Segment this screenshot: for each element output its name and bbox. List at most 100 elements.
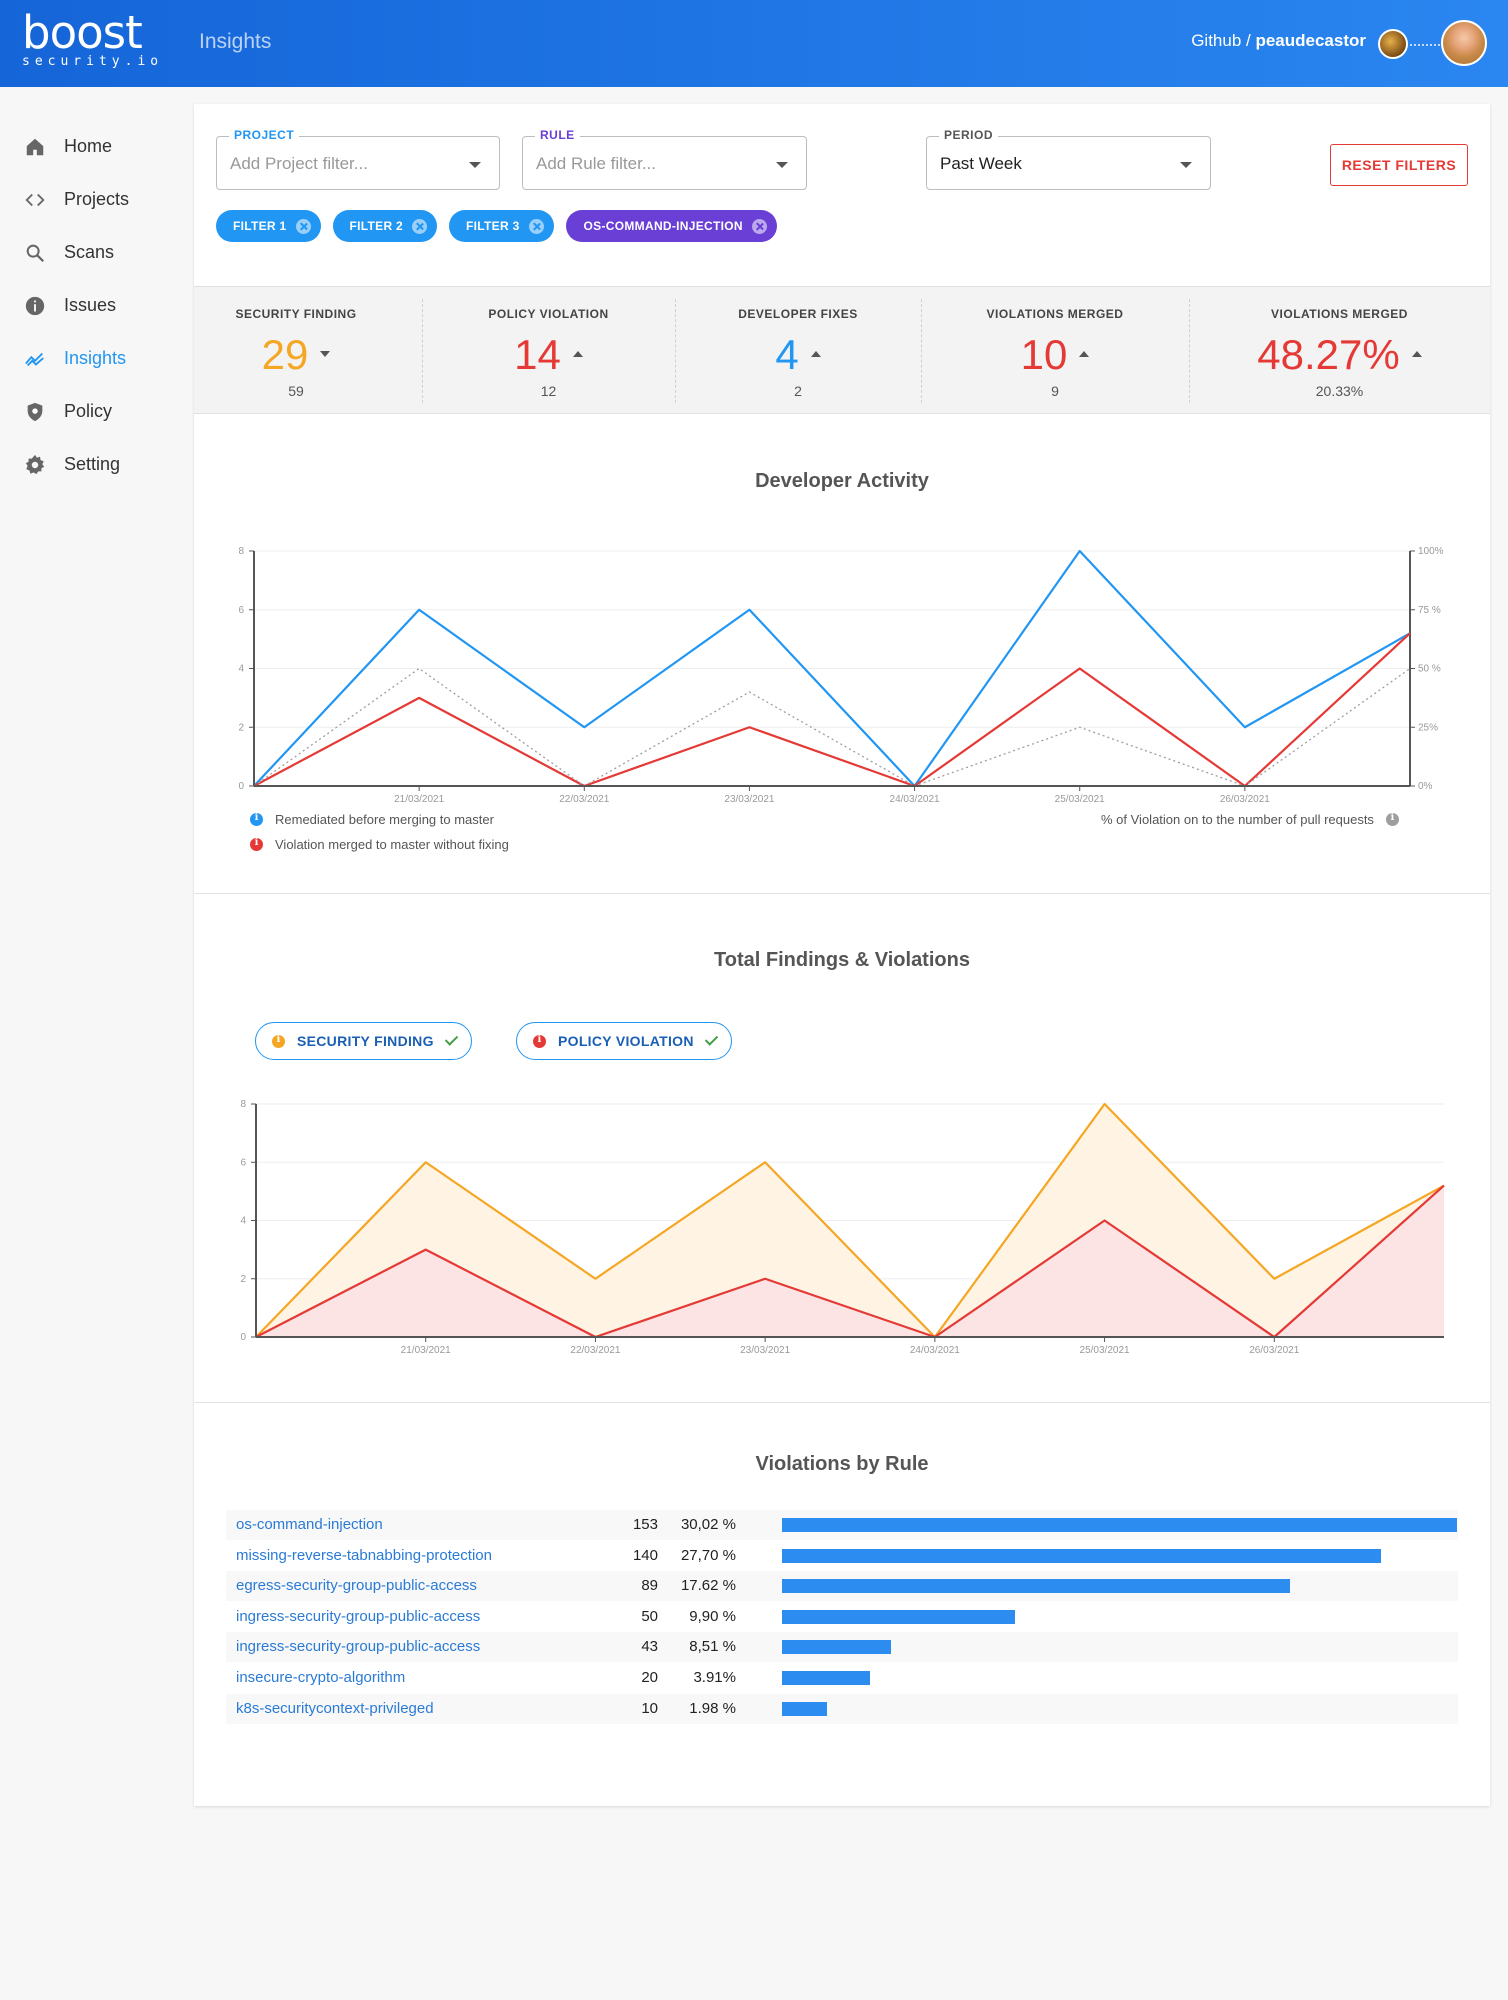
legend-label: Violation merged to master without fixin…	[275, 837, 509, 852]
rule-count: 50	[641, 1607, 658, 1625]
check-icon	[444, 1032, 458, 1046]
x-tick-label: 25/03/2021	[1080, 1345, 1130, 1356]
chevron-down-icon	[776, 162, 788, 168]
stat-label: VIOLATIONS MERGED	[986, 307, 1124, 321]
rule-bar	[782, 1640, 891, 1655]
stat-value: 10	[1020, 331, 1068, 378]
sidebar-item-label: Home	[64, 136, 113, 156]
stat-value-wrap: 4	[675, 331, 921, 379]
series-line	[255, 1102, 1445, 1339]
account-user: peaudecastor	[1255, 31, 1366, 50]
project-filter[interactable]: PROJECT Add Project filter...	[216, 128, 500, 190]
search-icon	[24, 242, 46, 264]
violations-by-rule-title: Violations by Rule	[755, 1453, 929, 1475]
info-icon[interactable]	[1385, 812, 1399, 826]
rule-count: 140	[632, 1546, 658, 1564]
toggle-policy-violation[interactable]: POLICY VIOLATION	[516, 1022, 732, 1060]
sidebar-item-projects[interactable]: Projects	[0, 173, 180, 226]
sidebar-item-home[interactable]: Home	[0, 120, 180, 173]
info-icon	[533, 1034, 546, 1048]
stat-value-wrap: 14	[422, 331, 675, 379]
sidebar-item-scans[interactable]: Scans	[0, 226, 180, 279]
reset-filters-button[interactable]: RESET FILTERS	[1330, 144, 1468, 186]
account-switcher[interactable]: Github / peaudecastor	[1191, 31, 1366, 51]
filter-chip-rule[interactable]: OS-COMMAND-INJECTION	[565, 210, 777, 242]
x-tick-label: 24/03/2021	[890, 794, 940, 805]
trend-up-icon	[1411, 350, 1422, 357]
close-icon[interactable]	[295, 218, 311, 234]
filter-chip-label: FILTER 3	[466, 219, 520, 233]
y-tick-label: 0	[240, 1332, 246, 1343]
rule-link[interactable]: missing-reverse-tabnabbing-protection	[236, 1546, 492, 1564]
y2-tick-label: 100%	[1418, 546, 1444, 557]
close-icon[interactable]	[412, 218, 428, 234]
series-line	[255, 1184, 1445, 1339]
x-tick-label: 22/03/2021	[570, 1345, 620, 1356]
legend-violation: Violation merged to master without fixin…	[250, 837, 509, 852]
stat-divider	[675, 299, 676, 403]
org-avatar[interactable]	[1378, 29, 1408, 59]
legend-label: Remediated before merging to master	[275, 812, 494, 827]
filter-chip-label: FILTER 2	[349, 219, 404, 233]
x-tick-label: 26/03/2021	[1220, 794, 1270, 805]
x-tick-label: 26/03/2021	[1249, 1345, 1299, 1356]
rule-link[interactable]: k8s-securitycontext-privileged	[236, 1699, 434, 1717]
table-row: egress-security-group-public-access 89 17.…	[226, 1571, 1458, 1602]
series-area	[256, 1185, 1444, 1337]
stat-value: 4	[775, 331, 799, 378]
check-icon	[704, 1032, 718, 1046]
rule-link[interactable]: egress-security-group-public-access	[236, 1577, 477, 1595]
section-divider	[194, 893, 1490, 894]
sidebar-item-setting[interactable]: Setting	[0, 438, 180, 491]
rule-count: 43	[641, 1638, 658, 1656]
y-tick-label: 0	[238, 781, 244, 792]
rule-percentage: 27,70 %	[680, 1546, 736, 1564]
x-tick-label: 25/03/2021	[1055, 794, 1105, 805]
shield-icon	[24, 401, 46, 423]
logo-subtitle: security.io	[22, 54, 164, 69]
filter-chip[interactable]: FILTER 2	[332, 210, 438, 242]
gear-icon	[24, 454, 46, 476]
chevron-down-icon	[1180, 162, 1192, 168]
filter-chip[interactable]: FILTER 1	[216, 210, 321, 242]
rule-bar	[782, 1671, 870, 1685]
stat-divider	[1189, 299, 1190, 403]
rule-percentage: 30,02 %	[680, 1516, 736, 1533]
y-tick-label: 4	[238, 664, 244, 675]
rule-link[interactable]: insecure-crypto-algorithm	[236, 1669, 406, 1686]
x-tick-label: 21/03/2021	[394, 794, 444, 805]
toggle-security-finding[interactable]: SECURITY FINDING	[255, 1022, 472, 1060]
sidebar-item-insights[interactable]: Insights	[0, 332, 180, 385]
rule-link[interactable]: ingress-security-group-public-access	[236, 1607, 481, 1625]
y-tick-label: 6	[238, 605, 244, 616]
rule-bar	[782, 1701, 827, 1716]
stat-value: 29	[261, 331, 309, 378]
y2-tick-label: 50 %	[1418, 664, 1441, 675]
close-icon[interactable]	[528, 218, 544, 234]
active-filters: FILTER 1 FILTER 2 FILTER 3 OS-COMMAND-IN…	[216, 210, 777, 242]
trend-up-icon	[1079, 350, 1090, 357]
close-icon[interactable]	[751, 218, 767, 234]
filter-chip[interactable]: FILTER 3	[449, 210, 554, 242]
period-select[interactable]: PERIOD Past Week	[926, 128, 1211, 190]
rule-percentage: 8,51 %	[689, 1638, 736, 1656]
rule-link[interactable]: ingress-security-group-public-access	[236, 1638, 481, 1656]
y-tick-label: 8	[238, 546, 244, 557]
info-icon	[250, 837, 263, 851]
table-row: os-command-injection 153 30,02 %	[226, 1510, 1458, 1540]
rule-count: 20	[641, 1669, 658, 1686]
sidebar-item-label: Policy	[64, 401, 113, 421]
table-row: k8s-securitycontext-privileged 10 1.98 %	[226, 1693, 1458, 1724]
stat-value-wrap: 48.27%	[1189, 331, 1490, 379]
rule-link[interactable]: os-command-injection	[236, 1516, 383, 1533]
x-tick-label: 24/03/2021	[910, 1345, 960, 1356]
rule-filter[interactable]: RULE Add Rule filter...	[522, 128, 807, 190]
boost-logo[interactable]: boost security.io	[22, 10, 164, 70]
sidebar-item-label: Setting	[64, 454, 121, 474]
legend-percentage: % of Violation on to the number of pull …	[1101, 812, 1399, 827]
info-icon	[250, 812, 263, 826]
user-avatar[interactable]	[1441, 20, 1487, 66]
sidebar-item-policy[interactable]: Policy	[0, 385, 180, 438]
sidebar-item-issues[interactable]: Issues	[0, 279, 180, 332]
insights-card: PROJECT Add Project filter... RULE Add R…	[194, 104, 1490, 1806]
